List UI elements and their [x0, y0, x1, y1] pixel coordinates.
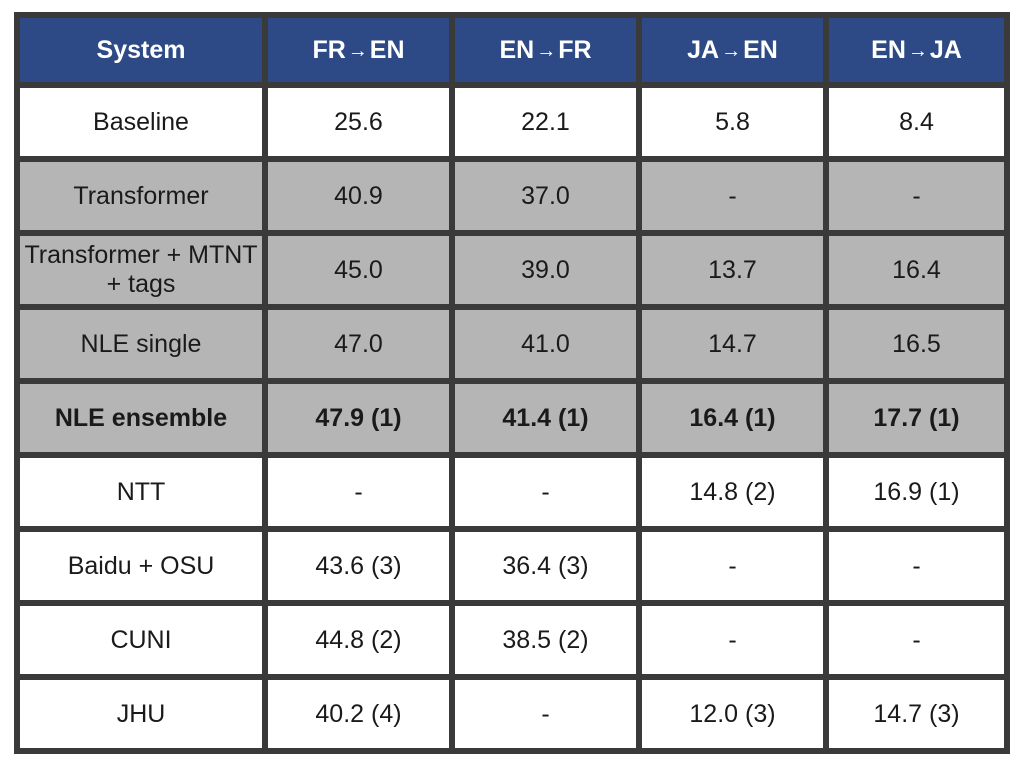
cell-value: - — [262, 458, 449, 532]
col-fr-en: FR→EN — [262, 12, 449, 88]
cell-value: - — [823, 532, 1010, 606]
cell-value: 44.8 (2) — [262, 606, 449, 680]
col-en-fr-src: EN — [499, 36, 534, 64]
arrow-icon: → — [534, 40, 558, 62]
cell-value: 13.7 — [636, 236, 823, 310]
cell-value: - — [823, 606, 1010, 680]
col-fr-en-tgt: EN — [370, 36, 405, 64]
cell-value: - — [636, 606, 823, 680]
cell-value: 17.7 (1) — [823, 384, 1010, 458]
col-system: System — [14, 12, 262, 88]
col-ja-en: JA→EN — [636, 12, 823, 88]
cell-value: 40.2 (4) — [262, 680, 449, 754]
cell-value: - — [449, 680, 636, 754]
cell-value: 45.0 — [262, 236, 449, 310]
col-en-fr-tgt: FR — [558, 36, 591, 64]
col-fr-en-src: FR — [312, 36, 345, 64]
header-row: System FR→EN EN→FR JA→EN EN→JA — [14, 12, 1010, 88]
arrow-icon: → — [719, 40, 743, 62]
cell-system: Baseline — [14, 88, 262, 162]
cell-value: 16.5 — [823, 310, 1010, 384]
col-ja-en-src: JA — [687, 36, 719, 64]
cell-value: 47.9 (1) — [262, 384, 449, 458]
table-row: Transformer + MTNT+ tags45.039.013.716.4 — [14, 236, 1010, 310]
cell-value: 37.0 — [449, 162, 636, 236]
cell-value: 8.4 — [823, 88, 1010, 162]
cell-system: Transformer — [14, 162, 262, 236]
cell-value: 36.4 (3) — [449, 532, 636, 606]
cell-value: 14.8 (2) — [636, 458, 823, 532]
cell-value: 38.5 (2) — [449, 606, 636, 680]
cell-value: 16.4 (1) — [636, 384, 823, 458]
cell-value: 16.9 (1) — [823, 458, 1010, 532]
cell-value: - — [636, 532, 823, 606]
cell-value: 22.1 — [449, 88, 636, 162]
results-body: Baseline25.622.15.88.4Transformer40.937.… — [14, 88, 1010, 754]
cell-value: 14.7 (3) — [823, 680, 1010, 754]
cell-value: 5.8 — [636, 88, 823, 162]
table-row: JHU40.2 (4)-12.0 (3)14.7 (3) — [14, 680, 1010, 754]
cell-value: 12.0 (3) — [636, 680, 823, 754]
cell-value: 47.0 — [262, 310, 449, 384]
table-row: NTT--14.8 (2)16.9 (1) — [14, 458, 1010, 532]
cell-value: 25.6 — [262, 88, 449, 162]
cell-system: NLE ensemble — [14, 384, 262, 458]
results-table: System FR→EN EN→FR JA→EN EN→JA Baseline2… — [14, 12, 1010, 754]
table-row: Baseline25.622.15.88.4 — [14, 88, 1010, 162]
cell-system: JHU — [14, 680, 262, 754]
arrow-icon: → — [906, 40, 930, 62]
cell-value: 14.7 — [636, 310, 823, 384]
col-en-fr: EN→FR — [449, 12, 636, 88]
col-en-ja-tgt: JA — [930, 36, 962, 64]
table-row: NLE single47.041.014.716.5 — [14, 310, 1010, 384]
cell-system: Transformer + MTNT+ tags — [14, 236, 262, 310]
arrow-icon: → — [346, 40, 370, 62]
cell-value: 39.0 — [449, 236, 636, 310]
col-en-ja: EN→JA — [823, 12, 1010, 88]
cell-value: - — [449, 458, 636, 532]
col-ja-en-tgt: EN — [743, 36, 778, 64]
cell-value: 16.4 — [823, 236, 1010, 310]
table-row: NLE ensemble47.9 (1)41.4 (1)16.4 (1)17.7… — [14, 384, 1010, 458]
cell-value: 40.9 — [262, 162, 449, 236]
cell-value: 41.4 (1) — [449, 384, 636, 458]
cell-system: CUNI — [14, 606, 262, 680]
cell-value: 41.0 — [449, 310, 636, 384]
cell-system: Baidu + OSU — [14, 532, 262, 606]
cell-value: - — [823, 162, 1010, 236]
table-row: Transformer40.937.0-- — [14, 162, 1010, 236]
table-row: CUNI44.8 (2)38.5 (2)-- — [14, 606, 1010, 680]
cell-system: NLE single — [14, 310, 262, 384]
col-en-ja-src: EN — [871, 36, 906, 64]
cell-value: - — [636, 162, 823, 236]
table-row: Baidu + OSU43.6 (3)36.4 (3)-- — [14, 532, 1010, 606]
cell-value: 43.6 (3) — [262, 532, 449, 606]
cell-system: NTT — [14, 458, 262, 532]
